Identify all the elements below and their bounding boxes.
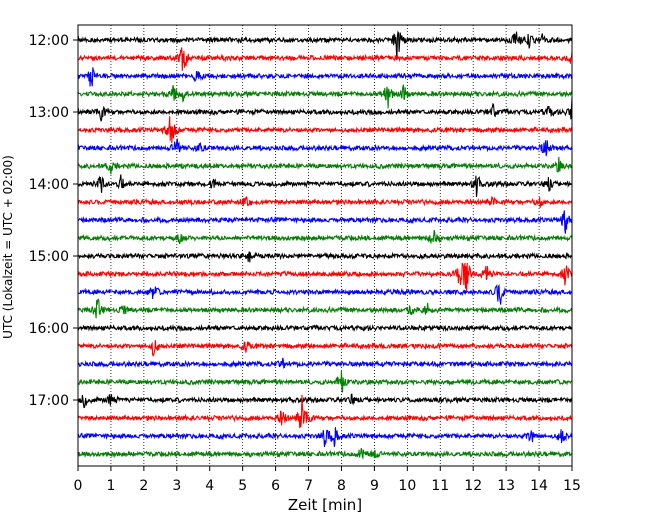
trace-line bbox=[77, 196, 573, 208]
x-tick-label: 6 bbox=[271, 478, 280, 494]
y-tick-label: 15:00 bbox=[29, 249, 69, 265]
trace-line bbox=[77, 67, 573, 87]
trace-line bbox=[77, 47, 573, 71]
trace-line bbox=[77, 174, 573, 198]
trace-line bbox=[77, 156, 573, 175]
trace-line bbox=[77, 448, 573, 460]
y-tick-label: 12:00 bbox=[29, 33, 69, 49]
x-tick-label: 11 bbox=[431, 478, 449, 494]
y-tick-label: 17:00 bbox=[29, 393, 69, 409]
x-tick-label: 14 bbox=[530, 478, 548, 494]
trace-line bbox=[77, 298, 573, 319]
x-tick-label: 10 bbox=[398, 478, 416, 494]
trace-line bbox=[77, 210, 573, 234]
x-tick-label: 13 bbox=[497, 478, 515, 494]
trace-line bbox=[77, 357, 573, 369]
x-tick-label: 8 bbox=[337, 478, 346, 494]
trace-line bbox=[77, 229, 573, 245]
y-tick-label: 16:00 bbox=[29, 321, 69, 337]
trace-line bbox=[77, 251, 573, 263]
trace-line bbox=[77, 393, 573, 409]
x-tick-label: 2 bbox=[139, 478, 148, 494]
trace-line bbox=[77, 394, 573, 429]
trace-line bbox=[77, 116, 573, 144]
x-tick-label: 15 bbox=[563, 478, 581, 494]
x-tick-label: 9 bbox=[370, 478, 379, 494]
trace-line bbox=[77, 283, 573, 305]
trace-line bbox=[77, 138, 573, 157]
trace-line bbox=[77, 97, 573, 122]
y-tick-label: 13:00 bbox=[29, 105, 69, 121]
trace-line bbox=[77, 370, 573, 393]
x-tick-label: 3 bbox=[172, 478, 181, 494]
x-tick-label: 0 bbox=[74, 478, 83, 494]
trace-line bbox=[77, 427, 573, 448]
trace-layer bbox=[77, 30, 573, 460]
trace-line bbox=[77, 340, 573, 357]
x-tick-label: 7 bbox=[304, 478, 313, 494]
x-tick-label: 4 bbox=[205, 478, 214, 494]
trace-line bbox=[77, 262, 573, 292]
y-axis: 12:00 13:00 14:00 15:00 16:00 17:00 bbox=[29, 33, 78, 409]
x-axis-label: Zeit [min] bbox=[288, 496, 362, 514]
x-tick-label: 5 bbox=[238, 478, 247, 494]
x-axis: 0 1 2 3 4 5 6 7 8 9 10 11 12 13 14 15 bbox=[74, 466, 581, 494]
y-axis-label: UTC (Lokalzeit = UTC + 02:00) bbox=[1, 155, 15, 339]
trace-line bbox=[77, 323, 573, 333]
trace-line bbox=[77, 84, 573, 109]
plot-frame bbox=[77, 24, 573, 467]
y-tick-label: 14:00 bbox=[29, 177, 69, 193]
x-tick-label: 12 bbox=[464, 478, 482, 494]
x-tick-label: 1 bbox=[106, 478, 115, 494]
trace-line bbox=[77, 30, 573, 60]
